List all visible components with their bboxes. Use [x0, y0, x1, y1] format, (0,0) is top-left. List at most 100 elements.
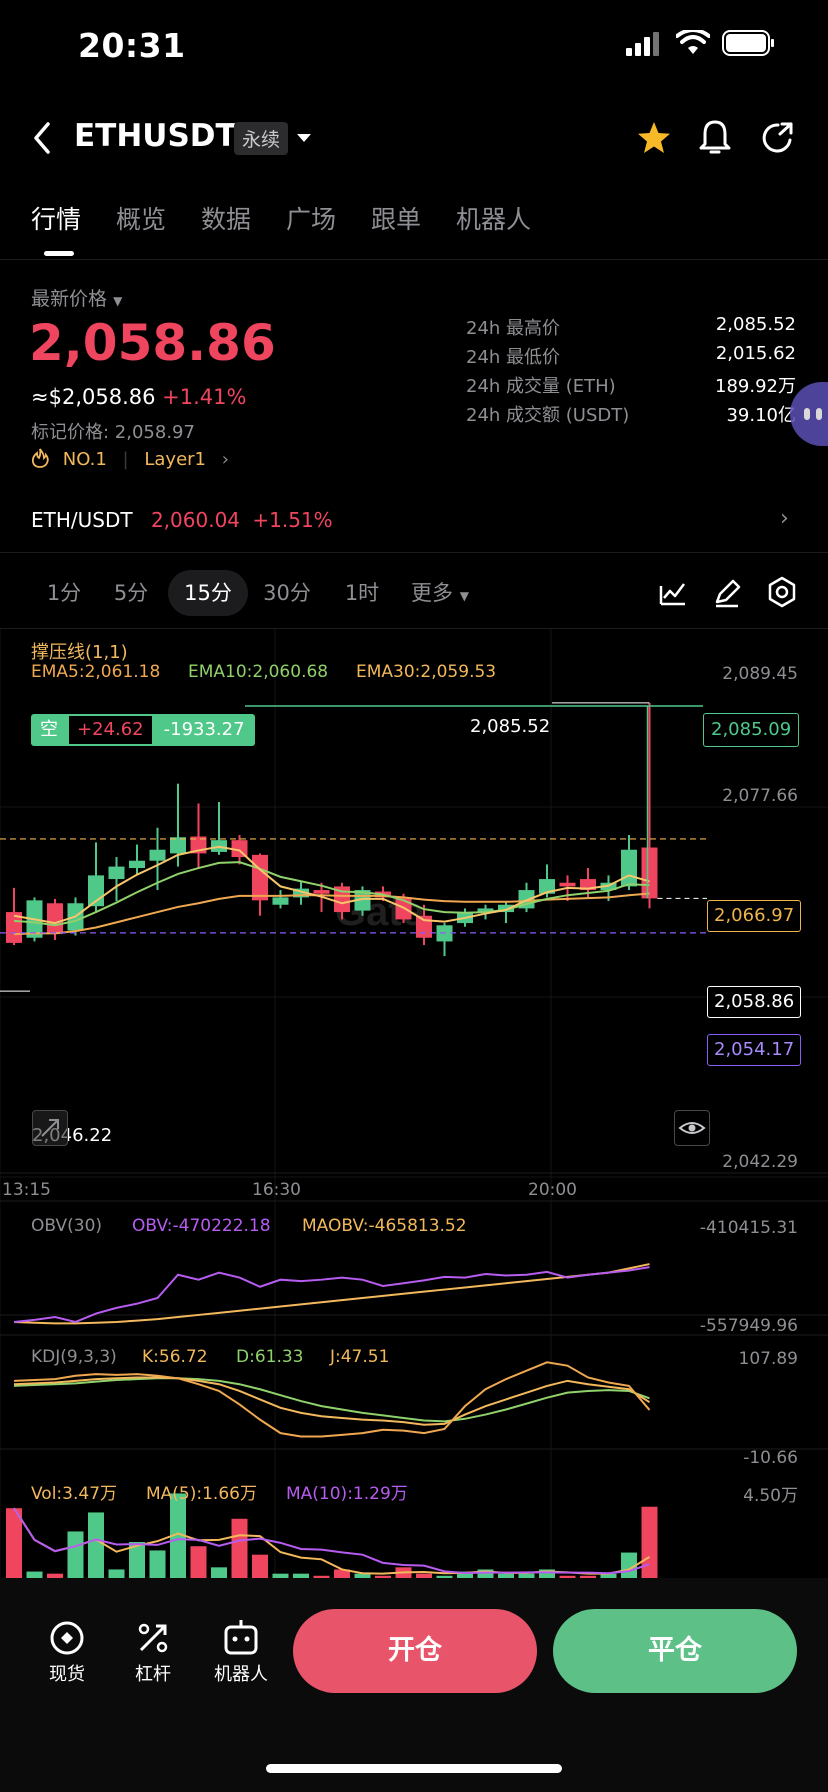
price-change-percent: +1.41%	[162, 385, 247, 409]
candle-body	[559, 882, 576, 887]
tab-overview[interactable]: 概览	[116, 205, 167, 234]
active-tab-indicator	[44, 251, 74, 256]
candle-body	[539, 879, 555, 894]
volume-bar	[498, 1573, 514, 1580]
candle-body	[313, 890, 330, 894]
support-resistance-title: 撑压线(1,1)	[31, 642, 128, 663]
price-axis-top: 2,089.45	[722, 664, 798, 684]
maobv-value: MAOBV:-465813.52	[302, 1216, 467, 1236]
status-time: 20:31	[78, 26, 186, 65]
volume-bar	[334, 1569, 350, 1580]
kdj-panel	[13, 1361, 651, 1438]
volume-bar	[539, 1569, 555, 1580]
kdj-axis-top: 107.89	[738, 1349, 798, 1369]
candle-body	[129, 860, 145, 869]
ema5-legend: EMA5:2,061.18	[31, 662, 161, 682]
volume-bar	[231, 1518, 248, 1580]
volume-bar	[108, 1569, 125, 1580]
interval-15m[interactable]: 15分	[168, 570, 248, 616]
section-tabs: 行情 概览 数据 广场 跟单 机器人	[0, 190, 828, 260]
interval-more[interactable]: 更多 ▼	[411, 581, 469, 605]
maobv-line	[13, 1263, 650, 1325]
latest-price-label[interactable]: 最新价格 ▼	[31, 288, 123, 310]
interval-30m[interactable]: 30分	[263, 581, 311, 605]
price-overlays	[0, 702, 707, 992]
price-alert-bell-icon[interactable]	[698, 118, 732, 156]
volume-value: Vol:3.47万	[31, 1484, 118, 1504]
open-position-button[interactable]: 开仓	[293, 1609, 537, 1693]
volume-bar	[477, 1569, 494, 1580]
interval-1h[interactable]: 1时	[344, 581, 380, 605]
eye-visibility-icon[interactable]	[674, 1110, 710, 1146]
wifi-icon	[676, 30, 710, 54]
spot-row-chevron-icon[interactable]: ›	[780, 506, 789, 531]
spot-icon[interactable]	[48, 1619, 86, 1657]
close-position-button[interactable]: 平仓	[553, 1609, 797, 1693]
expand-chart-icon[interactable]	[32, 1110, 68, 1146]
volume-ma10-line	[13, 1507, 650, 1575]
ema30-legend: EMA30:2,059.53	[356, 662, 497, 682]
volume-bar	[518, 1573, 535, 1580]
top-nav: ETHUSDT 永续	[0, 100, 828, 180]
tab-square[interactable]: 广场	[286, 205, 337, 234]
interval-5m[interactable]: 5分	[113, 581, 149, 605]
ranking-row[interactable]: NO.1 | Layer1 ›	[31, 448, 229, 470]
candle-body	[47, 903, 63, 935]
ema10-line	[13, 861, 650, 927]
volume-bar	[375, 1575, 391, 1580]
leverage-label[interactable]: 杠杆	[135, 1664, 171, 1685]
spot-label[interactable]: 现货	[49, 1664, 85, 1685]
obv-line	[13, 1266, 650, 1324]
kdj-axis-bottom: -10.66	[743, 1448, 798, 1468]
robot-label[interactable]: 机器人	[214, 1664, 268, 1685]
drawing-pen-icon[interactable]	[712, 578, 742, 608]
home-indicator	[266, 1764, 562, 1773]
spot-pair: ETH/USDT	[31, 508, 133, 532]
ema-lines	[13, 845, 650, 936]
stat-label: 24h 成交量 (ETH)	[466, 376, 616, 397]
volume-bar	[313, 1575, 330, 1580]
chart-settings-icon[interactable]	[766, 576, 798, 608]
position-pnl: +24.62	[67, 714, 154, 746]
interval-1m[interactable]: 1分	[46, 581, 82, 605]
volume-axis-top: 4.50万	[743, 1486, 798, 1506]
kdj-d-value: D:61.33	[236, 1347, 304, 1367]
obv-value: OBV:-470222.18	[132, 1216, 271, 1236]
kline-chart[interactable]: Gate	[0, 629, 828, 1580]
volume-bar	[293, 1573, 309, 1580]
purple-line-price-tag: 2,054.17	[707, 1034, 802, 1066]
tab-data[interactable]: 数据	[201, 205, 252, 234]
divider	[0, 628, 828, 629]
tab-copy-trading[interactable]: 跟单	[371, 205, 422, 234]
time-label-1: 13:15	[2, 1180, 51, 1200]
volume-bar	[457, 1571, 473, 1580]
candle-body	[252, 854, 268, 901]
orange-line-price-tag: 2,066.97	[707, 900, 802, 932]
volume-bar	[436, 1575, 453, 1580]
indicator-icon[interactable]	[658, 578, 688, 608]
favorite-star-icon[interactable]	[636, 120, 672, 156]
status-bar: 20:31	[0, 0, 828, 100]
back-arrow-icon[interactable]	[30, 120, 54, 156]
leverage-icon[interactable]	[134, 1619, 172, 1657]
volume-bar	[26, 1571, 43, 1580]
volume-bar	[641, 1506, 658, 1580]
volume-ma10: MA(10):1.29万	[286, 1484, 408, 1504]
symbol-dropdown-icon[interactable]	[296, 132, 312, 144]
spot-pair-row[interactable]: ETH/USDT 2,060.04 +1.51%	[31, 508, 333, 532]
tab-market[interactable]: 行情	[31, 205, 82, 234]
candle-body	[272, 897, 289, 905]
cellular-signal-icon	[626, 32, 659, 56]
symbol-title[interactable]: ETHUSDT	[74, 118, 237, 154]
position-side: 空	[31, 714, 67, 746]
volume-bar	[149, 1550, 166, 1580]
volume-bar	[272, 1573, 289, 1580]
position-tag[interactable]: 空 +24.62 -1933.27	[31, 714, 255, 746]
robot-icon[interactable]	[222, 1617, 260, 1657]
candle-body	[334, 886, 350, 913]
tab-bots[interactable]: 机器人	[456, 205, 532, 234]
share-icon[interactable]	[760, 120, 796, 156]
volume-bar	[416, 1573, 432, 1580]
stat-label: 24h 成交额 (USDT)	[466, 405, 630, 426]
volume-bar	[129, 1542, 145, 1580]
